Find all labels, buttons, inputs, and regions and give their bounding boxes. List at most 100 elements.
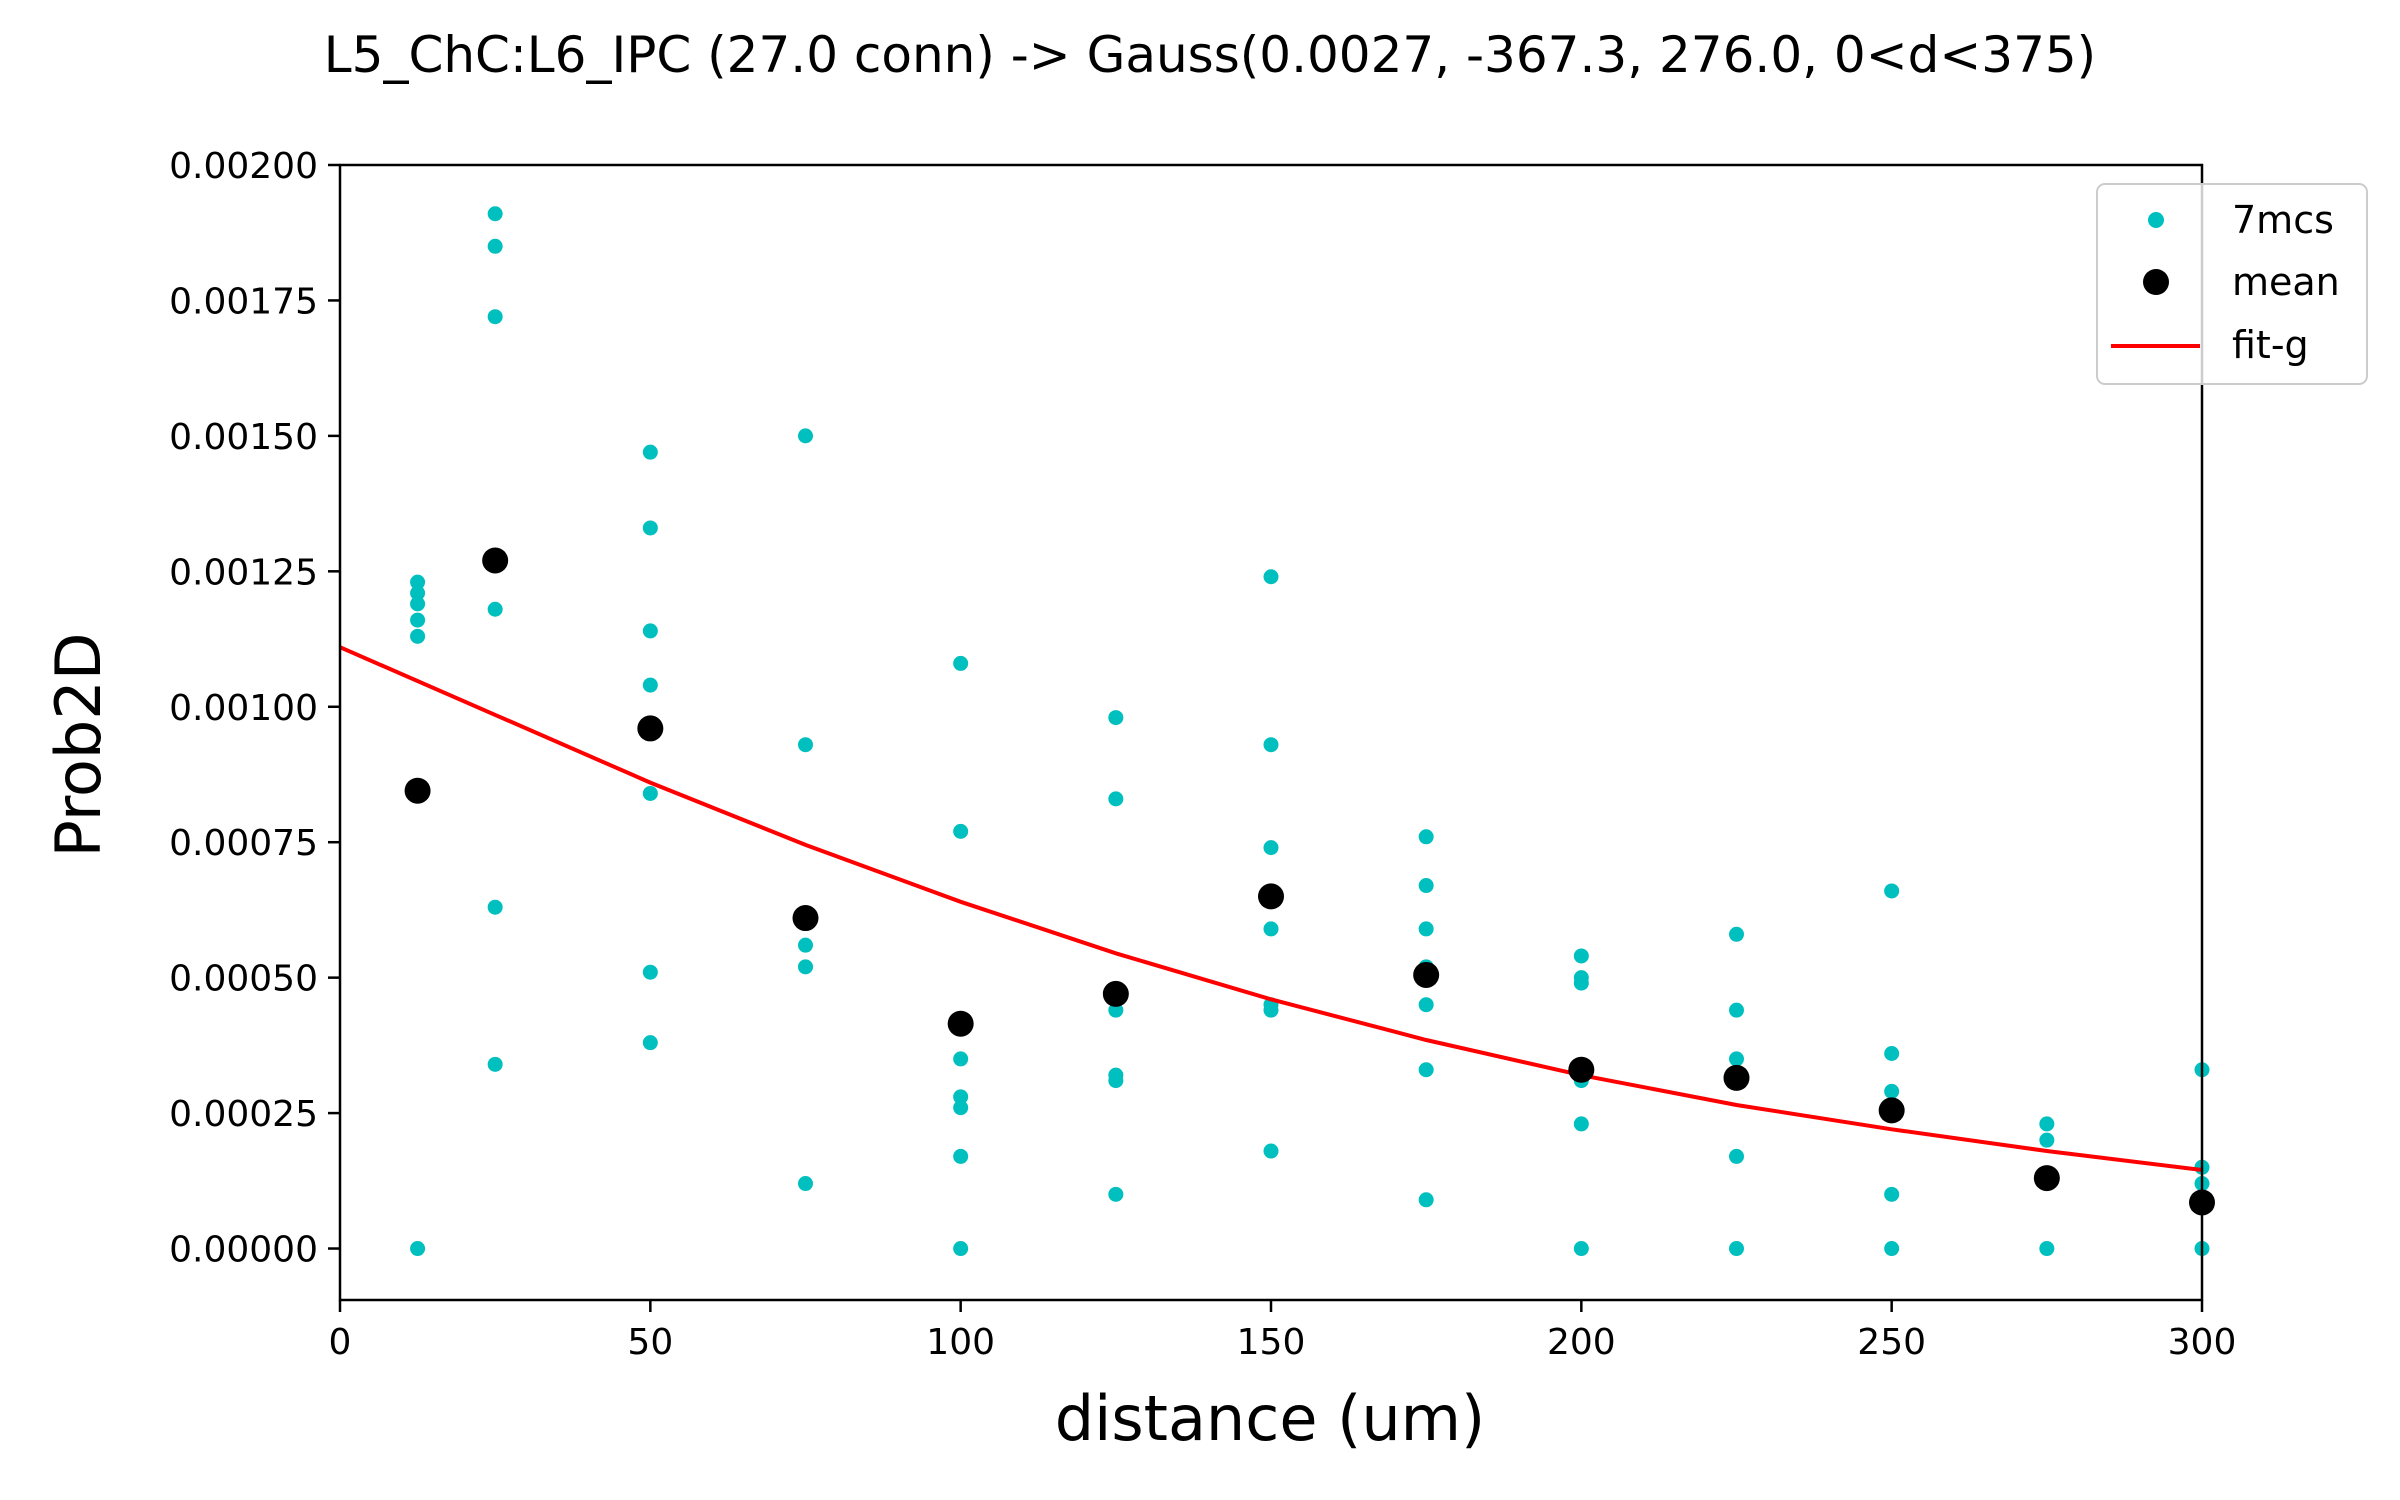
sample-point [487,309,503,325]
sample-point [487,206,503,222]
sample-point [1884,1083,1900,1099]
sample-point [487,899,503,915]
sample-point [1884,1045,1900,1061]
sample-point [953,823,969,839]
legend-marker-7mcs [2148,212,2164,228]
sample-point [1263,840,1279,856]
x-axis-label: distance (um) [1055,1382,1486,1455]
sample-point [1263,921,1279,937]
sample-point [798,959,813,975]
legend-label-mean: mean [2232,260,2340,304]
sample-point [1729,1148,1744,1164]
chart-title: L5_ChC:L6_IPC (27.0 conn) -> Gauss(0.002… [324,26,2096,84]
legend: 7mcs mean fit-g [2096,183,2368,385]
sample-point [2039,1132,2055,1148]
sample-point [642,444,658,460]
sample-point [1263,1002,1279,1018]
sample-point [410,585,426,601]
sample-point [410,574,426,590]
mean-point [1723,1064,1750,1091]
sample-point [2039,1241,2055,1257]
mean-point [1413,961,1440,988]
legend-label-fit-g: fit-g [2232,323,2309,367]
sample-point [410,628,426,644]
y-tick-label: 0.00150 [169,417,318,458]
y-tick-label: 0.00175 [169,281,318,322]
sample-point [642,520,658,536]
x-tick-label: 150 [1237,1322,1306,1363]
sample-point [1108,1186,1124,1202]
sample-point [487,1056,503,1072]
mean-point [792,905,819,932]
x-tick-label: 0 [329,1322,352,1363]
sample-point [642,1035,658,1051]
sample-point [1884,1241,1900,1257]
sample-point [410,612,426,628]
mean-point [1568,1056,1595,1083]
sample-point [953,1241,969,1257]
sample-point [487,601,503,617]
sample-point [1418,878,1434,894]
y-tick-label: 0.00000 [169,1230,318,1271]
x-tick-label: 250 [1857,1322,1926,1363]
sample-point [953,1089,969,1105]
sample-point [642,785,658,801]
sample-point [953,1148,969,1164]
sample-point [642,677,658,693]
y-tick-label: 0.00125 [169,552,318,593]
legend-frame [2096,183,2368,385]
sample-point [1418,829,1434,845]
sample-point [1263,1143,1279,1159]
y-tick-label: 0.00100 [169,688,318,729]
plot-axes: 0 50 100 150 200 250 300 0.00000 0.00025 0.00050 0… [169,146,2236,1363]
mean-point [637,715,664,742]
sample-point [1573,1241,1589,1257]
sample-point [2039,1116,2055,1132]
mean-point [2033,1165,2060,1192]
sample-point [1108,1002,1124,1018]
x-tick-label: 50 [627,1322,673,1363]
sample-point [642,623,658,639]
sample-point [953,655,969,671]
sample-point [1108,710,1124,726]
sample-point [798,937,813,953]
sample-point [1573,975,1589,991]
mean-point [1878,1097,1905,1124]
sample-point [1263,737,1279,753]
sample-point [1108,1073,1124,1089]
sample-point [798,737,813,753]
mean-point [1258,883,1284,910]
sample-point [953,1100,969,1116]
sample-point [1729,1002,1744,1018]
x-tick-label: 300 [2168,1322,2237,1363]
y-tick-label: 0.00200 [169,146,318,187]
mean-point [947,1010,974,1037]
plot-data [339,206,2215,1257]
sample-point [1418,997,1434,1013]
mean-point [482,547,509,574]
y-tick-label: 0.00075 [169,823,318,864]
y-tick-label: 0.00050 [169,959,318,1000]
legend-marker-mean [2143,269,2169,295]
legend-label-7mcs: 7mcs [2232,198,2334,242]
sample-point [1729,926,1744,942]
sample-point [798,428,813,444]
sample-point [798,1176,813,1192]
sample-point [1108,791,1124,807]
sample-point [1884,1186,1900,1202]
sample-point [1729,1051,1744,1067]
fit-line [339,645,2203,1172]
sample-point [1263,569,1279,585]
y-axis-label: Prob2D [42,633,115,858]
mean-point [404,777,431,804]
sample-point [410,596,426,612]
sample-point [1418,1062,1434,1078]
sample-point [1573,948,1589,964]
sample-point [1884,883,1900,899]
sample-point [642,964,658,980]
x-tick-label: 200 [1547,1322,1616,1363]
sample-point [1729,1241,1744,1257]
mean-point [1102,980,1129,1007]
